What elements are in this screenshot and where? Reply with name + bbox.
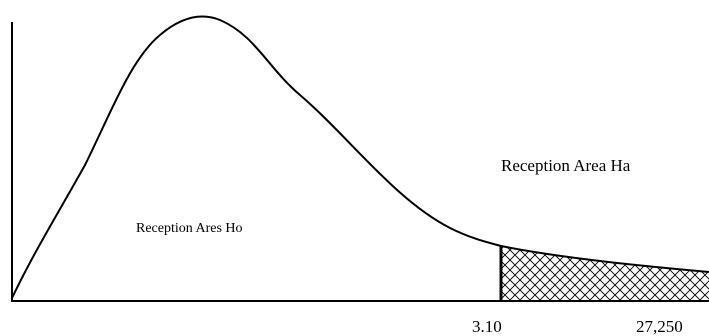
test-statistic-label: 27,250 (636, 317, 683, 336)
critical-value-label: 3.10 (472, 317, 502, 336)
acceptance-region-label: Reception Ares Ho (136, 221, 243, 236)
rejection-region-hatch (501, 246, 709, 301)
rejection-region-label: Reception Area Ha (501, 156, 631, 175)
